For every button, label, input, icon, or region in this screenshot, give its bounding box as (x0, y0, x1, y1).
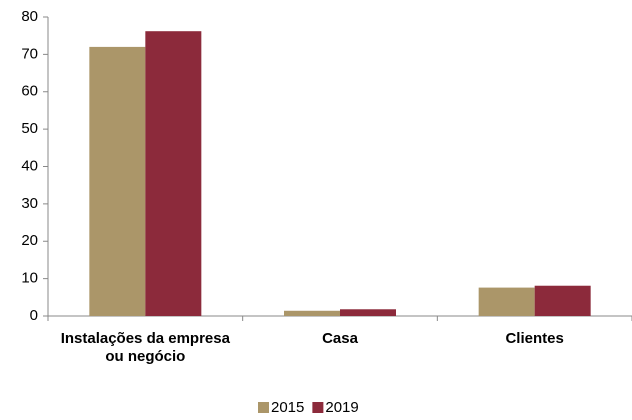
legend-label: 2019 (325, 399, 358, 416)
bar (340, 309, 396, 316)
x-tick-label: Casa (322, 330, 358, 347)
x-tick-label: Clientes (505, 330, 564, 347)
bar (145, 31, 202, 316)
y-tick-label: 30 (21, 195, 38, 212)
bar (284, 310, 340, 316)
y-tick-label: 40 (21, 157, 38, 174)
legend-swatch (258, 402, 269, 413)
y-tick-label: 10 (21, 270, 38, 287)
bar (478, 287, 535, 316)
y-tick-label: 80 (21, 8, 38, 25)
y-tick-label: 70 (21, 45, 38, 62)
bar (534, 285, 591, 316)
y-tick-label: 0 (30, 307, 38, 324)
y-tick-label: 20 (21, 232, 38, 249)
bar (89, 46, 146, 317)
y-tick-label: 60 (21, 83, 38, 100)
legend-swatch (312, 402, 324, 413)
legend-label: 2015 (271, 399, 304, 416)
x-tick-label: Instalações da empresa ou negócio (60, 330, 230, 365)
y-tick-label: 50 (21, 120, 38, 137)
